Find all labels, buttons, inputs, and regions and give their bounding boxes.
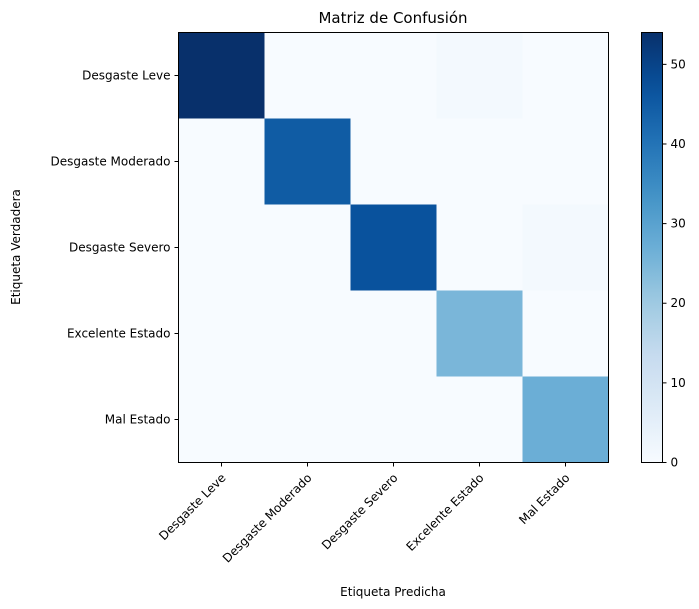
heatmap-cell — [522, 376, 609, 463]
heatmap-cell — [522, 32, 609, 119]
y-axis-ticks: Desgaste Leve Desgaste Moderado Desgaste S… — [51, 69, 179, 427]
x-tick-label: Desgaste Severo — [319, 471, 401, 553]
y-tick-label: Desgaste Moderado — [51, 155, 171, 169]
heatmap-cell — [436, 290, 523, 377]
y-tick-label: Mal Estado — [105, 413, 171, 427]
heatmap-cells — [178, 32, 609, 463]
colorbar-tick-label: 40 — [671, 137, 686, 151]
heatmap-cell — [178, 32, 265, 119]
heatmap-cell — [350, 118, 437, 205]
x-tick-label: Excelente Estado — [404, 471, 487, 554]
heatmap-cell — [350, 32, 437, 119]
colorbar-tick-label: 30 — [671, 217, 686, 231]
heatmap-cell — [436, 118, 523, 205]
chart-title: Matriz de Confusión — [318, 9, 467, 27]
heatmap-cell — [522, 290, 609, 377]
heatmap-cell — [436, 32, 523, 119]
colorbar-tick-label: 10 — [671, 376, 686, 390]
heatmap-cell — [264, 118, 351, 205]
x-tick-label: Desgaste Moderado — [220, 471, 315, 566]
heatmap-cell — [178, 204, 265, 291]
y-tick-label: Desgaste Leve — [82, 69, 170, 83]
heatmap-cell — [522, 204, 609, 291]
y-tick-label: Excelente Estado — [67, 327, 171, 341]
heatmap-cell — [522, 118, 609, 205]
x-axis-label: Etiqueta Predicha — [340, 585, 446, 599]
heatmap-cell — [178, 290, 265, 377]
heatmap-cell — [350, 204, 437, 291]
heatmap-cell — [264, 290, 351, 377]
heatmap-cell — [264, 376, 351, 463]
heatmap-cell — [350, 290, 437, 377]
colorbar — [641, 32, 663, 463]
colorbar-tick-label: 50 — [671, 57, 686, 71]
heatmap-cell — [264, 32, 351, 119]
heatmap-cell — [264, 204, 351, 291]
colorbar-tick-label: 0 — [671, 456, 679, 470]
x-tick-label: Desgaste Leve — [156, 471, 228, 543]
y-axis-label: Etiqueta Verdadera — [9, 189, 23, 305]
heatmap-cell — [436, 204, 523, 291]
y-tick-label: Desgaste Severo — [69, 241, 171, 255]
heatmap-cell — [436, 376, 523, 463]
heatmap-cell — [178, 376, 265, 463]
colorbar-ticks: 0 10 20 30 40 50 — [662, 57, 686, 470]
heatmap-cell — [350, 376, 437, 463]
x-tick-label: Mal Estado — [516, 471, 572, 527]
heatmap-cell — [178, 118, 265, 205]
colorbar-tick-label: 20 — [671, 296, 686, 310]
